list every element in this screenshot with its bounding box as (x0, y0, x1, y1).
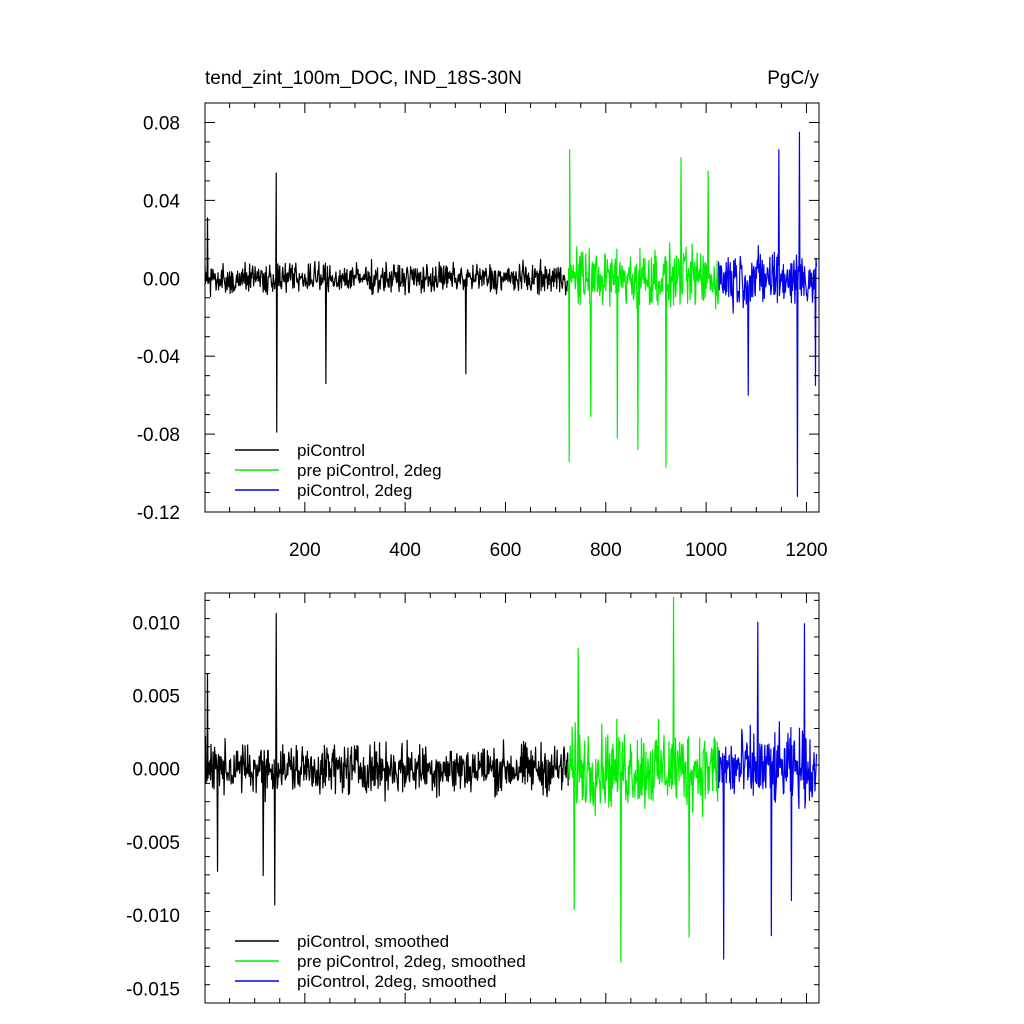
plot-frame-1 (204, 592, 820, 1004)
legend-label: piControl (297, 441, 365, 460)
y-tick-label: -0.010 (126, 906, 180, 927)
y-tick-label: -0.015 (126, 979, 180, 1000)
series-line-0-1 (567, 149, 720, 468)
y-tick-label: -0.12 (137, 503, 180, 524)
x-tick-label: 1200 (785, 540, 827, 561)
series-line-1-1 (567, 596, 720, 963)
legend-label: pre piControl, 2deg (297, 461, 442, 480)
y-tick-label: 0.010 (132, 613, 180, 634)
x-tick-label: 400 (389, 540, 421, 561)
series-line-1-2 (718, 621, 818, 960)
legend-label: piControl, smoothed (297, 932, 449, 951)
y-tick-label: -0.08 (137, 425, 180, 446)
series-line-0-2 (718, 131, 818, 498)
series-line-1-0 (204, 612, 569, 906)
y-tick-label: -0.005 (126, 833, 180, 854)
x-tick-label: 1000 (685, 540, 727, 561)
x-tick-label: 800 (590, 540, 622, 561)
legend-label: piControl, 2deg (297, 481, 412, 500)
legend-label: piControl, 2deg, smoothed (297, 972, 496, 991)
bottom-panel: 0.010 0.005 0.000 -0.005 -0.010 -0.015 piContr… (126, 592, 820, 1004)
y-tick-label: 0.000 (132, 760, 180, 781)
y-tick-label: 0.00 (143, 269, 180, 290)
x-tick-label: 200 (289, 540, 321, 561)
y-tick-label: -0.04 (137, 347, 181, 368)
y-tick-label: 0.08 (143, 113, 180, 134)
series-line-0-0 (204, 172, 569, 433)
x-tick-label: 600 (490, 540, 522, 561)
legend-label: pre piControl, 2deg, smoothed (297, 952, 526, 971)
plot-frame-0 (204, 102, 820, 513)
top-panel: tend_zint_100m_DOC, IND_18S-30N PgC/y 0.… (137, 68, 828, 561)
top-panel-units: PgC/y (767, 68, 819, 89)
top-panel-title: tend_zint_100m_DOC, IND_18S-30N (205, 68, 522, 89)
y-tick-label: 0.04 (143, 191, 180, 212)
y-tick-label: 0.005 (132, 687, 180, 708)
